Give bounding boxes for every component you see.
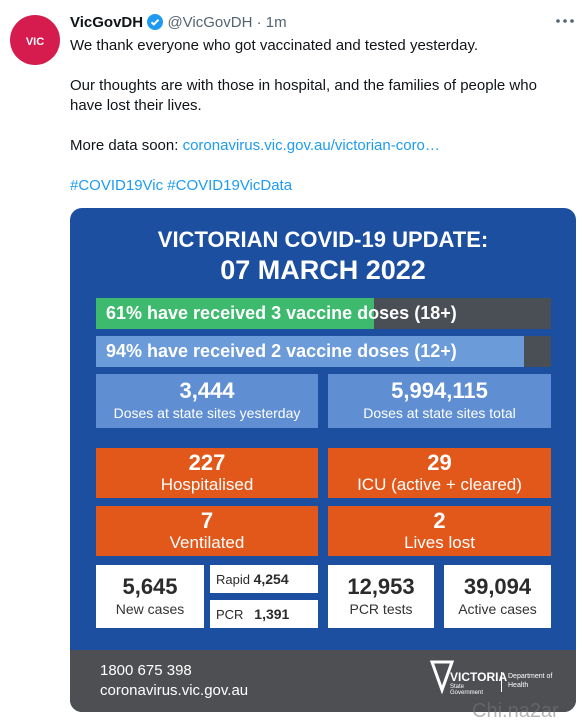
stat-number: 5,645 [122,573,178,599]
stat-box: 29 ICU (active + cleared) [328,448,551,498]
hashtag[interactable]: #COVID19VicData [167,177,293,194]
logo-sub: State Government [450,684,484,696]
hashtags: #COVID19Vic #COVID19VicData [70,176,560,196]
stat-box: 227 Hospitalised [96,448,318,498]
logo-text: VICTORIA [450,670,508,684]
divider [501,672,502,692]
stat-box: 7 Ventilated [96,506,318,556]
phone: 1800 675 398 [100,662,192,679]
stat-label: Hospitalised [160,475,254,494]
header: VicGovDH @VicGovDH · 1m [70,14,287,31]
stat-label: Ventilated [169,533,245,552]
progress-label: 61% have received 3 vaccine doses (18+) [106,303,457,323]
stat-box: 12,953 PCR tests [328,565,434,628]
stat-box: 39,094 Active cases [444,565,551,628]
info-title: VICTORIAN COVID-19 UPDATE: 07 MARCH 2022 [70,226,576,286]
stat-label: Active cases [458,600,537,617]
progress-fill [96,298,374,329]
test-number: 1,391 [254,606,290,622]
watermark: Chi.na2ar [472,700,559,722]
title: VICTORIAN COVID-19 UPDATE: [157,227,489,252]
stat-label: PCR tests [349,600,413,617]
stat-number: 7 [200,508,214,533]
stat-number: 227 [188,450,226,475]
test-number: 4,254 [253,571,289,587]
hashtag[interactable]: #COVID19Vic [70,177,164,194]
stat-number: 39,094 [463,573,532,599]
handle[interactable]: @VicGovDH [167,14,253,31]
more-text: More data soon: [70,137,179,154]
link[interactable]: coronavirus.vic.gov.au/victorian-coro… [182,137,440,154]
date: 07 MARCH 2022 [220,255,426,285]
paragraph: We thank everyone who got vaccinated and… [70,37,479,54]
stat-number: 3,444 [179,378,235,403]
paragraph: Our thoughts are with those in hospital,… [70,77,537,114]
test-label: PCR [216,607,244,622]
stat-box: 5,994,115 Doses at state sites total [328,374,551,428]
verified-badge [147,14,164,30]
avatar-text: VIC [26,36,44,48]
stat-number: 2 [433,508,446,533]
time[interactable]: 1m [265,14,287,31]
stat-label: Doses at state sites yesterday [113,405,301,421]
progress-fill [96,336,524,367]
stat-number: 12,953 [347,573,415,599]
stat-number: 29 [427,450,452,475]
stat-label: Lives lost [404,533,475,552]
logo-mark [430,660,455,694]
author-name[interactable]: VicGovDH [70,14,144,31]
progress-bar: 61% have received 3 vaccine doses (18+) [96,298,551,329]
stat-box: 2 Lives lost [328,506,551,556]
test-box: Rapid 4,254 [210,565,318,593]
more-menu[interactable] [555,16,575,26]
test-label: Rapid [216,572,250,587]
logo: VICTORIA State Government [450,670,507,696]
more-line: More data soon: coronavirus.vic.gov.au/v… [70,136,560,156]
department: Department of Health [508,673,553,689]
stat-box: 3,444 Doses at state sites yesterday [96,374,318,428]
stat-box: 5,645 New cases [96,565,204,628]
separator: · [256,14,262,31]
avatar[interactable]: VIC [10,15,60,65]
test-box: PCR 1,391 [210,600,318,628]
stat-label: ICU (active + cleared) [357,475,522,494]
info-footer [70,650,576,712]
stat-label: Doses at state sites total [363,405,516,421]
contact: 1800 675 398 coronavirus.vic.gov.au [100,661,248,701]
site: coronavirus.vic.gov.au [100,682,249,699]
progress-bar: 94% have received 2 vaccine doses (12+) [96,336,551,367]
stat-label: New cases [115,600,185,617]
stat-number: 5,994,115 [391,378,488,403]
progress-label: 94% have received 2 vaccine doses (12+) [106,341,457,361]
